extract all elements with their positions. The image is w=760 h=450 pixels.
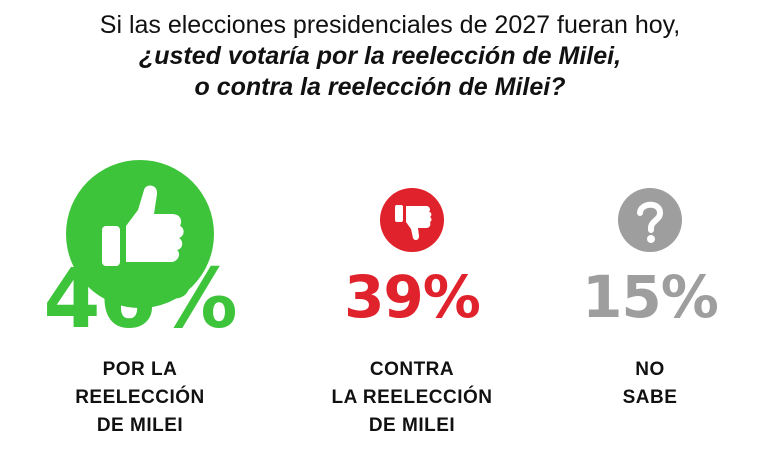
title-line-3: o contra la reelección de Milei? — [194, 73, 566, 101]
option-contra-la-reeleccion: 39% CONTRA LA REELECCIÓN DE MILEI — [292, 160, 532, 450]
option-label-line: NO — [635, 359, 665, 380]
title-line-2: ¿usted votaría por la reelección de Mile… — [138, 42, 622, 70]
thumbs-up-icon — [66, 160, 214, 308]
percentage-value: 39% — [344, 263, 481, 331]
option-label: NO SABE — [530, 356, 760, 412]
title-line-1: Si las elecciones presidenciales de 2027… — [99, 11, 681, 39]
option-label-line: LA REELECCIÓN — [331, 387, 493, 408]
question-mark-icon — [618, 188, 682, 252]
option-label-line: SABE — [622, 387, 678, 408]
thumbs-down-icon — [380, 188, 444, 252]
option-label-line: CONTRA — [369, 359, 455, 380]
option-label-line: DE MILEI — [368, 415, 456, 436]
percentage-value: 46% — [43, 252, 237, 347]
option-label-line: DE MILEI — [96, 415, 184, 436]
option-label-line: REELECCIÓN — [75, 387, 205, 408]
chart-title: Si las elecciones presidenciales de 2027… — [0, 10, 760, 103]
option-no-sabe: 15% NO SABE — [530, 160, 760, 450]
option-label: POR LA REELECCIÓN DE MILEI — [20, 356, 260, 440]
percentage-value: 15% — [582, 263, 719, 331]
option-label: CONTRA LA REELECCIÓN DE MILEI — [292, 356, 532, 440]
option-label-line: POR LA — [102, 359, 178, 380]
option-por-la-reeleccion: 46% POR LA REELECCIÓN DE MILEI — [20, 160, 260, 450]
